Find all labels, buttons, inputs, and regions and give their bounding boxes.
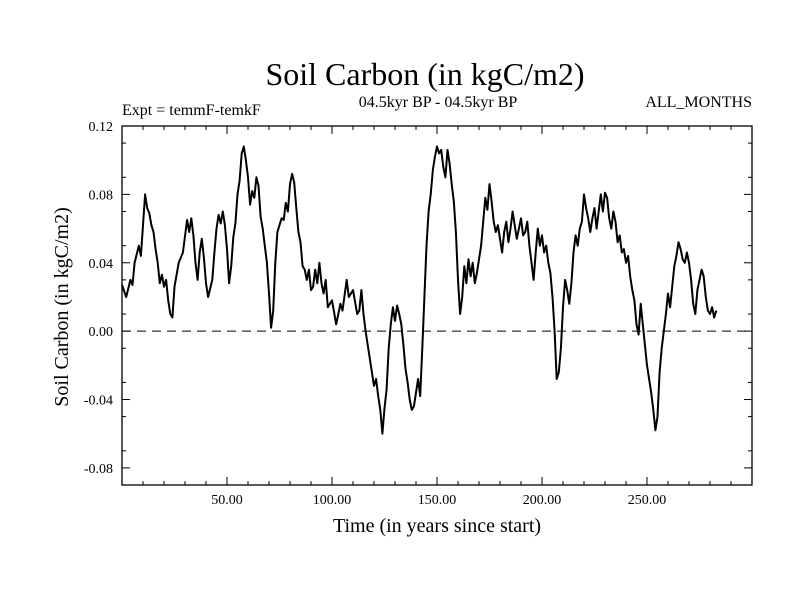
- months-label: ALL_MONTHS: [645, 94, 752, 111]
- x-tick-label: 200.00: [523, 493, 562, 508]
- y-tick-label: 0.12: [89, 120, 114, 135]
- y-tick-label: 0.08: [89, 188, 114, 203]
- y-tick-label: 0.04: [89, 257, 114, 272]
- series-line: [121, 145, 718, 435]
- chart-title: Soil Carbon (in kgC/m2): [265, 56, 584, 92]
- chart-subtitle: 04.5kyr BP - 04.5kyr BP: [359, 94, 518, 111]
- y-tick-label: -0.04: [84, 394, 113, 409]
- x-tick-label: 250.00: [628, 493, 667, 508]
- plot-frame: [121, 125, 753, 486]
- x-tick-label: 100.00: [313, 493, 352, 508]
- experiment-label: Expt = temmF-temkF: [122, 102, 261, 119]
- y-tick-label: -0.08: [84, 462, 113, 477]
- x-tick-label: 50.00: [211, 493, 243, 508]
- x-axis-title: Time (in years since start): [333, 515, 541, 537]
- x-tick-label: 150.00: [418, 493, 457, 508]
- y-tick-label: 0.00: [89, 325, 114, 340]
- y-axis-title: Soil Carbon (in kgC/m2): [51, 207, 73, 406]
